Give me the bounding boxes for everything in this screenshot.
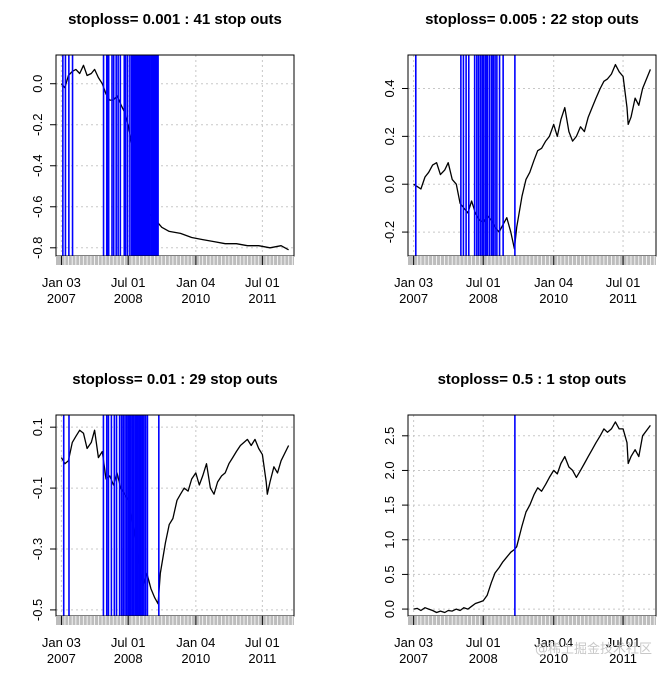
y-tick-label: 2.5 bbox=[382, 427, 397, 445]
plot-frame bbox=[407, 414, 657, 617]
chart-title: stoploss= 0.001 : 41 stop outs bbox=[68, 11, 282, 28]
time-axis-bar bbox=[408, 616, 656, 625]
y-tick-label: 0.0 bbox=[382, 175, 397, 193]
y-tick-label: 0.0 bbox=[382, 600, 397, 618]
x-tick-label-year: 2008 bbox=[469, 651, 498, 666]
x-tick-label-year: 2011 bbox=[248, 291, 276, 306]
chart-title: stoploss= 0.5 : 1 stop outs bbox=[438, 371, 627, 388]
y-tick-label: 0.1 bbox=[30, 418, 45, 436]
y-tick-label: 1.5 bbox=[382, 496, 397, 514]
x-tick-label-year: 2011 bbox=[609, 291, 637, 306]
plot-frame bbox=[55, 414, 295, 617]
x-tick-label-year: 2007 bbox=[47, 651, 76, 666]
x-tick-label-year: 2010 bbox=[181, 651, 210, 666]
x-tick-label: Jul 01 bbox=[606, 275, 641, 290]
x-tick-label-year: 2008 bbox=[114, 291, 143, 306]
chart-panel-1: stoploss= 0.001 : 41 stop outs Jan 032007… bbox=[30, 11, 295, 306]
x-tick-label-year: 2011 bbox=[248, 651, 276, 666]
x-tick-label: Jan 03 bbox=[394, 275, 433, 290]
plot-frame bbox=[407, 54, 657, 257]
x-tick-label: Jan 04 bbox=[176, 275, 215, 290]
y-tick-label: -0.2 bbox=[30, 114, 45, 136]
x-tick-label-year: 2011 bbox=[609, 651, 637, 666]
x-tick-label-year: 2007 bbox=[399, 651, 428, 666]
x-tick-label: Jul 01 bbox=[245, 275, 280, 290]
x-tick-label: Jan 04 bbox=[534, 635, 573, 650]
x-tick-label-year: 2010 bbox=[539, 651, 568, 666]
series-line bbox=[413, 421, 651, 614]
y-tick-label: 1.0 bbox=[382, 531, 397, 549]
y-tick-label: -0.5 bbox=[30, 599, 45, 621]
x-tick-label: Jan 04 bbox=[534, 275, 573, 290]
time-axis-bar bbox=[408, 256, 656, 265]
watermark: @稀土掘金技术社区 bbox=[534, 642, 652, 657]
x-tick-label: Jul 01 bbox=[111, 275, 146, 290]
y-tick-label: -0.4 bbox=[30, 155, 45, 177]
y-tick-label: -0.2 bbox=[382, 221, 397, 243]
y-tick-label: -0.3 bbox=[30, 538, 45, 560]
y-tick-label: 2.0 bbox=[382, 461, 397, 479]
y-tick-label: 0.0 bbox=[30, 75, 45, 93]
x-tick-label: Jan 03 bbox=[394, 635, 433, 650]
plot-frame bbox=[55, 54, 295, 257]
x-tick-label-year: 2008 bbox=[469, 291, 498, 306]
x-tick-label: Jul 01 bbox=[245, 635, 280, 650]
x-tick-label: Jan 03 bbox=[42, 635, 81, 650]
x-tick-label: Jan 03 bbox=[42, 275, 81, 290]
chart-title: stoploss= 0.01 : 29 stop outs bbox=[72, 371, 277, 388]
x-tick-label: Jul 01 bbox=[606, 635, 641, 650]
x-tick-label: Jan 04 bbox=[176, 635, 215, 650]
series-line bbox=[60, 429, 290, 605]
y-tick-label: -0.6 bbox=[30, 196, 45, 218]
series-line bbox=[413, 63, 652, 250]
x-tick-label-year: 2010 bbox=[539, 291, 568, 306]
time-axis-bar bbox=[56, 616, 294, 625]
y-tick-label: 0.2 bbox=[382, 127, 397, 145]
chart-panel-2: stoploss= 0.005 : 22 stop outs Jan 032007… bbox=[382, 11, 657, 306]
x-tick-label-year: 2008 bbox=[114, 651, 143, 666]
chart-title: stoploss= 0.005 : 22 stop outs bbox=[425, 11, 639, 28]
x-tick-label-year: 2007 bbox=[47, 291, 76, 306]
y-tick-label: 0.4 bbox=[382, 79, 397, 97]
x-tick-label: Jul 01 bbox=[466, 635, 501, 650]
x-tick-label: Jul 01 bbox=[111, 635, 146, 650]
x-tick-label-year: 2010 bbox=[181, 291, 210, 306]
y-tick-label: 0.5 bbox=[382, 565, 397, 583]
y-tick-label: -0.1 bbox=[30, 477, 45, 499]
x-tick-label: Jul 01 bbox=[466, 275, 501, 290]
time-axis-bar bbox=[56, 256, 294, 265]
x-tick-label-year: 2007 bbox=[399, 291, 428, 306]
y-tick-label: -0.8 bbox=[30, 237, 45, 259]
series-line bbox=[60, 64, 289, 251]
